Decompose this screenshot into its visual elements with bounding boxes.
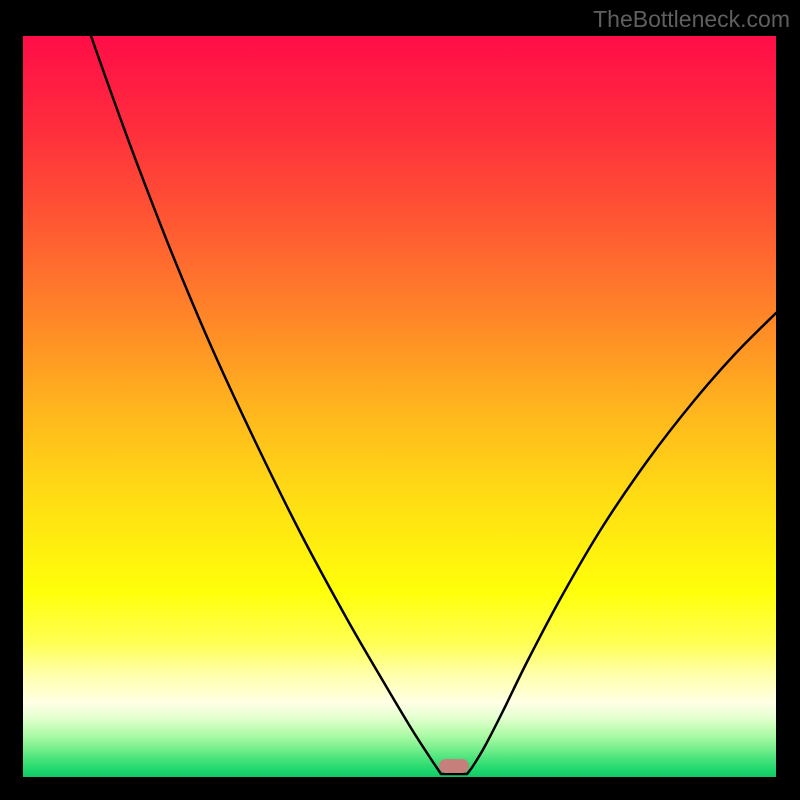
plot-area bbox=[23, 36, 776, 777]
chart-container: { "attribution": { "text": "TheBottlenec… bbox=[0, 0, 800, 800]
bottleneck-curve bbox=[23, 36, 776, 777]
valley-marker bbox=[439, 759, 469, 773]
attribution-text: TheBottleneck.com bbox=[593, 6, 790, 33]
curve-path bbox=[91, 36, 776, 774]
